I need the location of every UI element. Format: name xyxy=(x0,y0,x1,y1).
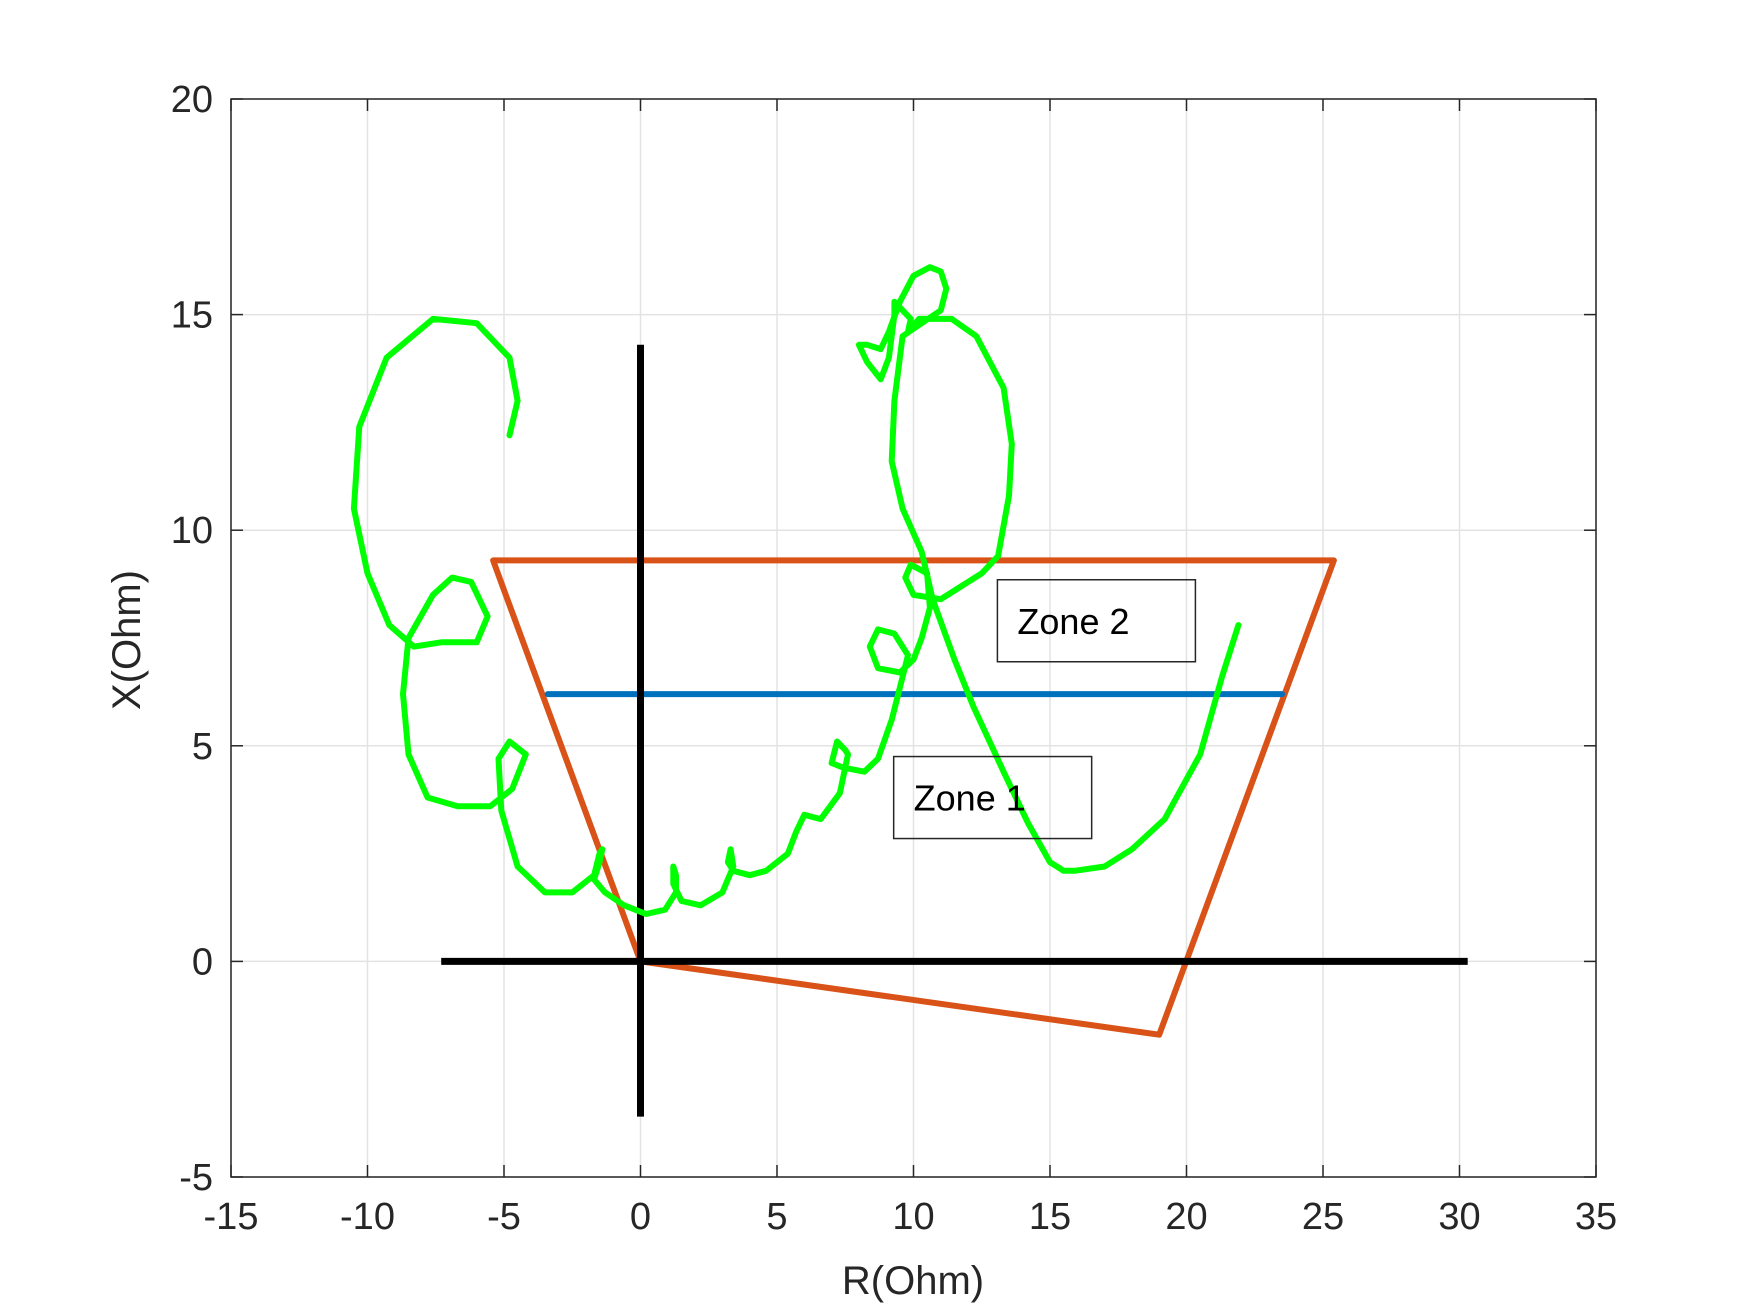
x-tick-label: -5 xyxy=(487,1196,521,1238)
x-tick-label: 30 xyxy=(1438,1196,1480,1238)
y-tick-label: 5 xyxy=(192,726,213,768)
zone2-series xyxy=(490,557,1337,1038)
x-tick-label: -10 xyxy=(340,1196,395,1238)
trajectory-series xyxy=(350,264,1242,917)
y-tick-label: 20 xyxy=(171,79,213,121)
x-tick-label: 25 xyxy=(1302,1196,1344,1238)
x-tick-label: -15 xyxy=(204,1196,259,1238)
axis-tick-labels: -15 -10 -5 0 5 10 15 20 25 30 35 -5 0 5 10 15 20 xyxy=(171,79,1617,1238)
y-tick-label: 15 xyxy=(171,295,213,337)
data-series xyxy=(350,264,1468,1117)
y-tick-label: 0 xyxy=(192,941,213,983)
axis-ticks xyxy=(230,98,1597,1178)
annotation-label: Zone 2 xyxy=(1017,601,1129,642)
y-axis-label: X(Ohm) xyxy=(105,570,149,710)
x-tick-label: 20 xyxy=(1165,1196,1207,1238)
x-tick-label: 5 xyxy=(766,1196,787,1238)
x-axis-label: R(Ohm) xyxy=(842,1259,984,1303)
x-tick-label: 10 xyxy=(892,1196,934,1238)
zone-annotations: Zone 2 Zone 1 xyxy=(892,579,1197,840)
x-tick-label: 35 xyxy=(1575,1196,1617,1238)
annotation-label: Zone 1 xyxy=(914,778,1026,819)
annotation-frame xyxy=(892,755,1093,840)
y-tick-label: -5 xyxy=(179,1157,213,1199)
annotation-box: Zone 2 xyxy=(996,579,1197,663)
y-tick-label: 10 xyxy=(171,510,213,552)
annotation-frame xyxy=(996,579,1197,663)
x-tick-label: 15 xyxy=(1029,1196,1071,1238)
x-tick-label: 0 xyxy=(630,1196,651,1238)
annotation-box: Zone 1 xyxy=(892,755,1093,840)
